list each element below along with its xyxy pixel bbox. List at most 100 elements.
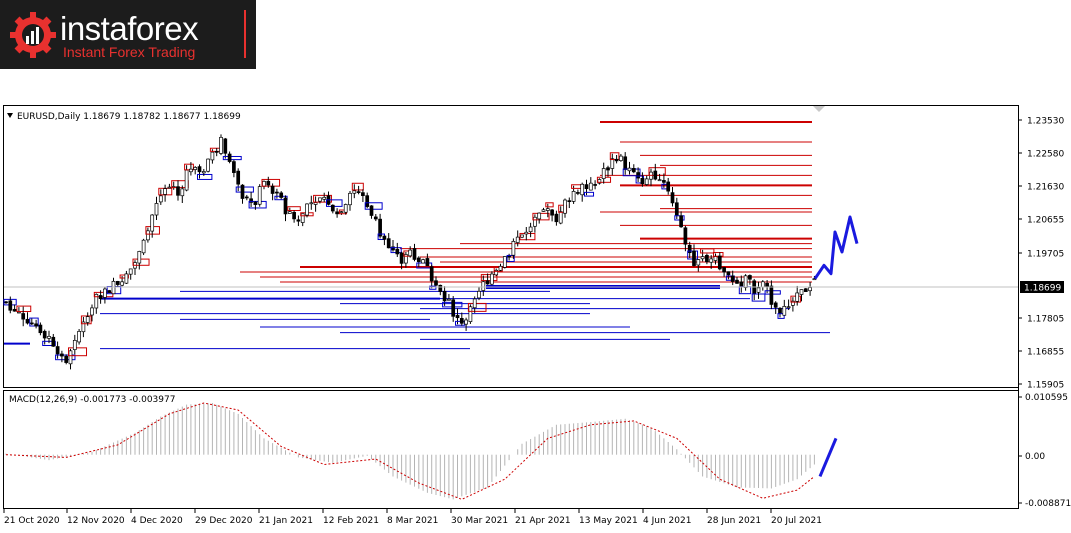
- resistance-box: [609, 152, 620, 161]
- candle-body: [498, 265, 503, 271]
- candle-body: [47, 336, 51, 339]
- date-tick: 4 Dec 2020: [131, 516, 183, 526]
- candle-body: [318, 197, 322, 202]
- candle-body: [786, 306, 791, 309]
- macd-tick: 0.010595: [1025, 393, 1068, 403]
- candle-body: [421, 259, 425, 264]
- candle-body: [442, 290, 447, 302]
- resistance-box: [545, 202, 554, 208]
- candle-body: [623, 156, 628, 170]
- candle-body: [25, 318, 30, 324]
- candle-body: [29, 322, 34, 325]
- candle-body: [640, 178, 645, 185]
- candle-body: [545, 208, 550, 211]
- candle-body: [416, 257, 421, 263]
- candle-body: [12, 308, 17, 312]
- candle-body: [494, 269, 499, 276]
- candle-body: [227, 153, 232, 162]
- date-tick: 20 Jul 2021: [771, 516, 822, 526]
- candle-body: [21, 313, 26, 320]
- shift-marker-icon[interactable]: [813, 106, 825, 112]
- candle-body: [795, 292, 800, 302]
- price-tick: 1.21630: [1027, 183, 1064, 193]
- candle-body: [72, 340, 77, 350]
- candle-body: [399, 252, 404, 264]
- resistance-box: [184, 163, 194, 171]
- candle-body: [614, 158, 619, 162]
- price-tick: 1.19705: [1027, 250, 1064, 260]
- resistance-box: [287, 206, 301, 211]
- chevron-down-icon[interactable]: [7, 113, 13, 118]
- support-box: [584, 191, 595, 197]
- resistance-box: [80, 315, 92, 325]
- forecast-arrows: [813, 215, 859, 280]
- candle-body: [782, 306, 787, 316]
- candle-body: [330, 204, 335, 212]
- resistance-box: [713, 252, 724, 257]
- candle-body: [313, 202, 318, 205]
- resistance-box: [467, 302, 487, 312]
- candle-body: [799, 289, 804, 295]
- candle-body: [356, 191, 361, 193]
- resistance-box: [351, 182, 364, 191]
- candle-body: [236, 170, 241, 185]
- forecast-path: [813, 215, 859, 280]
- candle-body: [481, 281, 486, 291]
- candle-body: [404, 254, 408, 264]
- candle-body: [266, 180, 271, 186]
- candle-body: [146, 230, 150, 241]
- candle-body: [335, 211, 339, 215]
- date-tick: 28 Jun 2021: [707, 516, 761, 526]
- candle-body: [300, 213, 305, 223]
- gear-bars-icon: [10, 12, 56, 58]
- support-box: [29, 317, 39, 327]
- candle-body: [709, 258, 714, 263]
- candle-body: [373, 216, 378, 220]
- candle-body: [730, 275, 735, 282]
- candle-body: [515, 236, 520, 243]
- candle-body: [438, 284, 443, 292]
- candle-body: [537, 212, 542, 220]
- candle-body: [735, 279, 739, 284]
- candle-body: [120, 281, 124, 286]
- candle-body: [533, 216, 537, 227]
- candle-body: [528, 226, 533, 233]
- logo-separator: [244, 10, 246, 58]
- candle-body: [85, 316, 90, 323]
- candle-body: [408, 249, 413, 257]
- resistance-box: [700, 248, 715, 254]
- candle-body: [748, 275, 752, 280]
- candle-body: [141, 239, 146, 254]
- support-box: [222, 155, 242, 161]
- candle-body: [511, 241, 516, 256]
- candle-body: [554, 213, 559, 223]
- macd-indicator: [5, 402, 838, 500]
- support-box: [197, 173, 213, 180]
- macd-pane[interactable]: [3, 390, 1019, 509]
- candle-body: [778, 307, 782, 315]
- resistance-box: [119, 274, 129, 279]
- resistance-box: [16, 305, 32, 313]
- date-tick: 30 Mar 2021: [451, 516, 508, 526]
- candle-body: [386, 238, 391, 249]
- candle-body: [567, 200, 572, 203]
- candle-body: [197, 166, 202, 173]
- date-tick: 8 Mar 2021: [387, 516, 438, 526]
- candle-body: [201, 171, 206, 174]
- candle-body: [550, 209, 554, 216]
- candle-body: [77, 331, 81, 343]
- date-tick: 13 May 2021: [579, 516, 638, 526]
- candle-body: [705, 254, 709, 263]
- candle-body: [98, 295, 103, 300]
- candle-body: [541, 209, 546, 212]
- candle-body: [275, 191, 279, 194]
- macd-tick: 0.00: [1025, 452, 1045, 462]
- candle-body: [601, 168, 606, 179]
- candle-body: [270, 185, 275, 194]
- candle-body: [283, 197, 288, 215]
- candle-body: [674, 202, 679, 216]
- candle-body: [434, 280, 438, 286]
- main-pane[interactable]: [3, 105, 1019, 388]
- candle-body: [464, 319, 468, 325]
